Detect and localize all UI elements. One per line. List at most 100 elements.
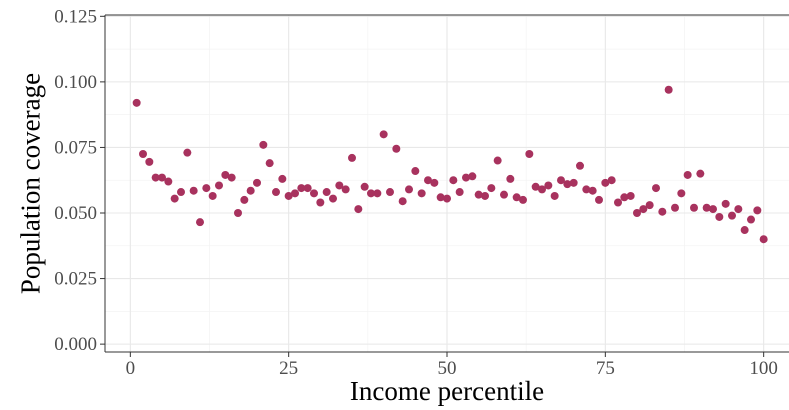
data-point — [639, 205, 648, 214]
data-point — [234, 209, 242, 218]
x-axis-title: Income percentile — [350, 376, 544, 406]
data-point — [132, 98, 141, 107]
data-point — [576, 161, 584, 170]
data-point — [373, 189, 382, 198]
data-point — [519, 195, 527, 204]
data-point — [367, 189, 375, 198]
data-point — [411, 167, 420, 176]
data-point — [196, 218, 204, 227]
data-point — [322, 188, 331, 197]
data-point — [145, 157, 154, 166]
data-point — [715, 212, 724, 221]
data-point — [303, 184, 312, 193]
data-point — [398, 197, 407, 206]
data-point — [348, 153, 356, 162]
data-point — [341, 185, 350, 194]
data-point — [215, 181, 223, 190]
data-point — [151, 173, 160, 182]
data-point — [721, 199, 730, 208]
data-point — [487, 184, 496, 193]
data-point — [284, 191, 293, 200]
data-point — [297, 184, 306, 193]
data-point — [734, 205, 743, 214]
data-point — [550, 191, 559, 200]
data-point — [563, 180, 572, 189]
data-point — [626, 191, 635, 200]
data-points — [132, 85, 768, 244]
data-point — [588, 186, 597, 195]
data-point — [405, 185, 413, 194]
data-point — [658, 207, 667, 216]
data-point — [379, 130, 388, 139]
data-point — [620, 193, 629, 202]
x-tick-label: 75 — [596, 358, 615, 379]
data-point — [677, 189, 686, 198]
data-point — [335, 181, 344, 190]
axes — [100, 14, 789, 357]
data-point — [614, 198, 622, 207]
data-point — [278, 174, 287, 183]
data-point — [525, 149, 534, 158]
x-tick-label: 100 — [749, 358, 778, 379]
y-tick-label: 0.050 — [54, 203, 97, 224]
data-point — [690, 203, 698, 212]
tick-labels: 0 25 50 75 100 0.000 0.025 0.050 0.075 0.100 0.125 — [54, 6, 778, 379]
data-point — [310, 189, 318, 198]
data-point — [221, 170, 230, 179]
data-point — [455, 188, 464, 197]
data-point — [265, 159, 274, 168]
data-point — [595, 195, 603, 204]
data-point — [569, 178, 578, 187]
data-point — [424, 176, 432, 185]
data-point — [538, 185, 546, 194]
data-point — [582, 185, 591, 194]
data-point — [240, 195, 249, 204]
data-point — [253, 178, 261, 187]
x-tick-label: 0 — [126, 358, 136, 379]
data-point — [645, 201, 654, 210]
data-point — [436, 193, 445, 202]
data-point — [183, 148, 192, 157]
data-point — [512, 193, 521, 202]
data-point — [164, 177, 173, 186]
data-point — [227, 173, 236, 182]
data-point — [316, 198, 325, 207]
data-point — [392, 144, 401, 153]
data-point — [709, 205, 717, 214]
data-point — [272, 188, 280, 197]
data-point — [664, 85, 673, 94]
data-point — [449, 176, 458, 185]
data-point — [557, 176, 565, 185]
data-point — [139, 149, 147, 158]
data-point — [747, 215, 755, 224]
data-point — [633, 209, 641, 218]
data-point — [246, 186, 255, 195]
data-point — [740, 226, 749, 235]
y-tick-label: 0.075 — [54, 137, 97, 158]
data-point — [531, 182, 540, 191]
data-point — [481, 191, 489, 200]
x-tick-label: 50 — [438, 358, 457, 379]
data-point — [753, 206, 762, 215]
data-point — [443, 194, 451, 203]
data-point — [462, 173, 470, 182]
data-point — [671, 203, 679, 212]
data-point — [417, 189, 426, 198]
data-point — [544, 181, 553, 190]
y-tick-label: 0.125 — [54, 6, 97, 27]
data-point — [360, 182, 369, 191]
y-axis-title: Population coverage — [15, 73, 45, 294]
data-point — [607, 176, 616, 185]
data-point — [259, 140, 268, 149]
data-point — [386, 188, 394, 197]
data-point — [506, 174, 515, 183]
data-point — [189, 186, 198, 195]
y-tick-label: 0.100 — [54, 72, 97, 93]
data-point — [702, 203, 711, 212]
data-point — [177, 188, 185, 197]
data-point — [696, 169, 705, 178]
y-tick-label: 0.025 — [54, 269, 97, 290]
data-point — [683, 170, 692, 179]
